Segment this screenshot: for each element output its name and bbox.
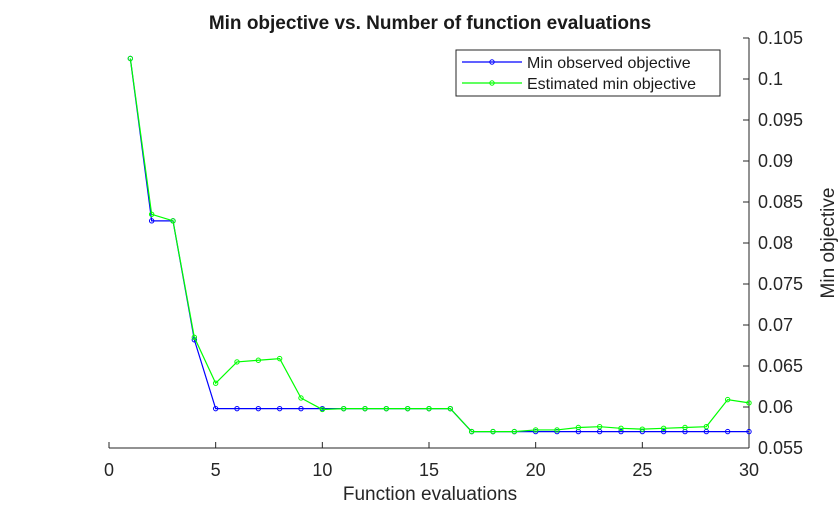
y-tick-label: 0.06 — [758, 397, 793, 417]
data-point — [511, 428, 518, 435]
data-point — [447, 405, 454, 412]
data-point — [639, 426, 646, 432]
data-point — [148, 211, 155, 218]
x-tick-label: 25 — [632, 460, 652, 480]
data-point — [554, 427, 560, 433]
data-point — [255, 405, 262, 412]
y-tick-label: 0.085 — [758, 192, 803, 212]
x-tick-label: 0 — [104, 460, 114, 480]
legend-box — [455, 49, 721, 97]
data-point — [276, 355, 283, 362]
y-tick-label: 0.07 — [758, 315, 793, 335]
y-tick-label: 0.055 — [758, 438, 803, 458]
data-point — [127, 55, 134, 62]
x-axis-label: Function evaluations — [343, 484, 517, 505]
data-point — [298, 405, 304, 412]
data-point — [660, 425, 667, 432]
legend-label: Min observed objective — [527, 55, 691, 72]
data-point — [490, 428, 496, 435]
data-point — [276, 405, 283, 412]
data-point — [383, 405, 390, 412]
data-point — [404, 405, 411, 412]
data-point — [703, 428, 710, 435]
y-tick-label: 0.09 — [758, 151, 793, 171]
data-point — [234, 405, 240, 412]
data-point — [746, 428, 752, 435]
legend-label: Estimated min objective — [527, 76, 696, 93]
y-tick-label: 0.095 — [758, 110, 803, 130]
legend: Min observed objective Estimated min obje… — [455, 49, 721, 97]
y-tick-label: 0.1 — [758, 69, 783, 89]
data-point — [319, 406, 326, 413]
y-tick-label: 0.065 — [758, 356, 803, 376]
x-tick-label: 10 — [312, 460, 332, 480]
data-point — [618, 425, 624, 432]
y-tick-label: 0.105 — [758, 28, 803, 48]
data-point — [596, 423, 603, 430]
chart-title: Min objective vs. Number of function eva… — [209, 13, 651, 34]
series-2 — [127, 55, 752, 435]
data-point — [575, 424, 582, 431]
data-point — [234, 359, 240, 365]
data-point — [362, 405, 368, 412]
data-point — [746, 400, 752, 406]
data-point — [191, 334, 198, 340]
data-point — [212, 380, 219, 386]
data-point — [682, 424, 688, 431]
series-line — [129, 58, 750, 433]
x-tick-label: 20 — [526, 460, 546, 480]
data-point — [426, 405, 432, 412]
axes — [109, 38, 750, 449]
x-tick-label: 5 — [211, 460, 221, 480]
x-tick-label: 15 — [419, 460, 439, 480]
data-point — [660, 428, 667, 435]
legend-marker — [489, 59, 495, 65]
data-point — [170, 218, 176, 224]
data-point — [340, 405, 347, 412]
data-point — [298, 395, 304, 401]
data-point — [724, 428, 731, 435]
data-point — [724, 396, 731, 403]
y-ticks: 0.055 0.06 0.065 0.07 0.075 0.08 0.085 0.09 0.09… — [743, 28, 803, 458]
data-point — [703, 423, 710, 430]
data-point — [255, 357, 262, 363]
legend-marker — [489, 80, 495, 86]
data-point — [468, 428, 475, 435]
data-point — [212, 405, 219, 412]
series-layer — [127, 55, 752, 435]
y-tick-label: 0.08 — [758, 233, 793, 253]
data-point — [596, 428, 603, 435]
data-point — [532, 427, 539, 433]
y-axis-label: Min objective — [818, 188, 839, 299]
x-ticks: 0 5 10 15 20 25 30 — [104, 442, 759, 480]
data-point — [148, 218, 155, 224]
x-tick-label: 30 — [739, 460, 759, 480]
data-point — [618, 428, 624, 435]
y-tick-label: 0.075 — [758, 274, 803, 294]
